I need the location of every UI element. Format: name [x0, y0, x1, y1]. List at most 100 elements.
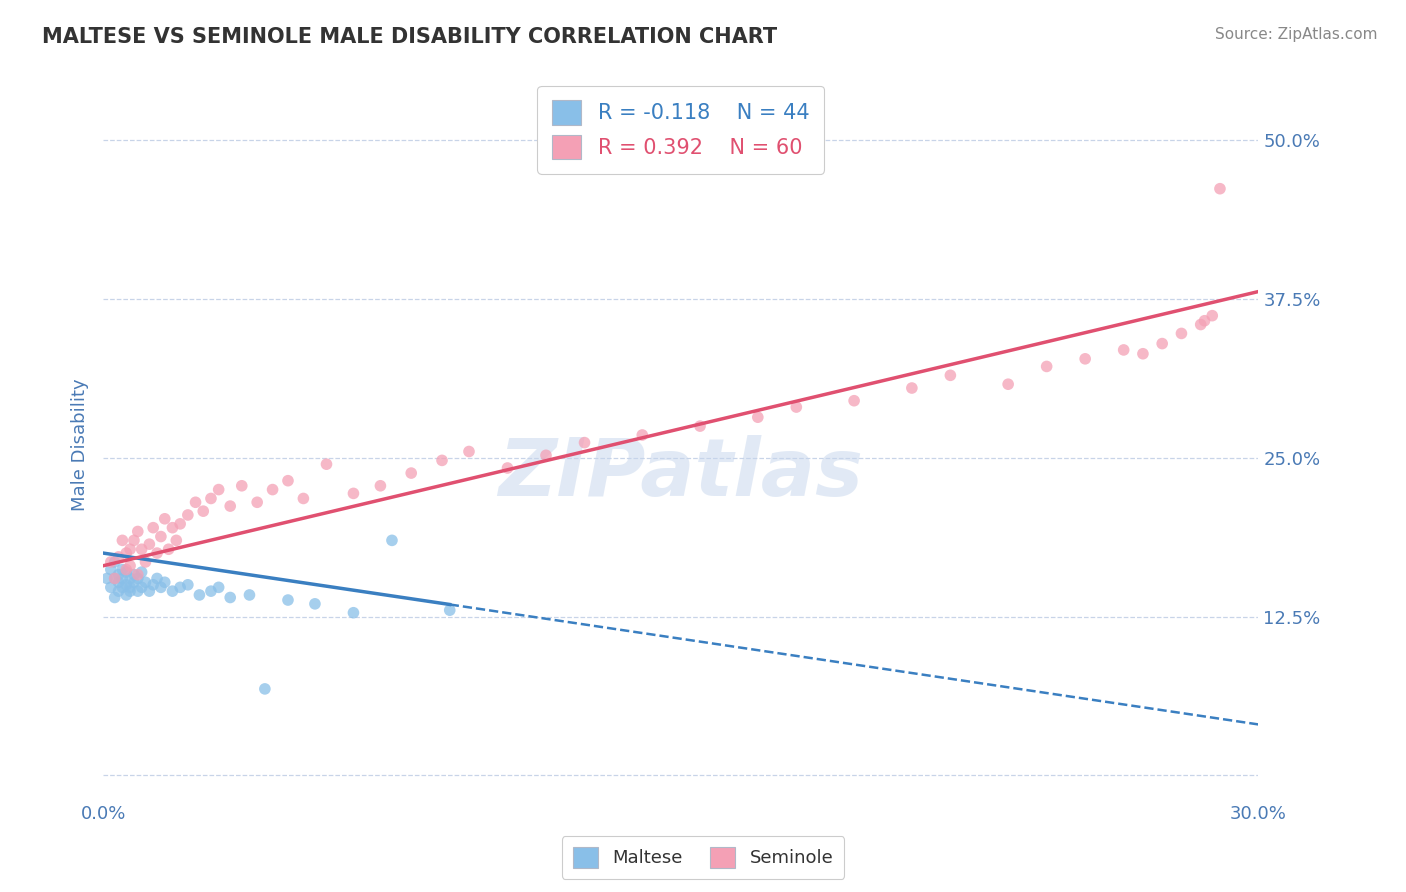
- Point: [138, 584, 160, 599]
- Point: [120, 580, 142, 594]
- Point: [115, 578, 138, 592]
- Point: [162, 584, 184, 599]
- Point: [342, 606, 364, 620]
- Point: [146, 571, 169, 585]
- Point: [134, 575, 156, 590]
- Point: [901, 381, 924, 395]
- Point: [689, 419, 711, 434]
- Point: [127, 524, 149, 539]
- Point: [1170, 326, 1192, 341]
- Point: [208, 580, 231, 594]
- Point: [1035, 359, 1057, 374]
- Point: [370, 479, 392, 493]
- Point: [184, 495, 207, 509]
- Point: [169, 516, 191, 531]
- Point: [104, 571, 127, 585]
- Point: [238, 588, 260, 602]
- Point: [246, 495, 269, 509]
- Point: [153, 512, 176, 526]
- Point: [1201, 309, 1223, 323]
- Point: [177, 508, 200, 522]
- Point: [785, 400, 807, 414]
- Point: [115, 565, 138, 579]
- Point: [939, 368, 962, 383]
- Point: [115, 563, 138, 577]
- Point: [231, 479, 253, 493]
- Point: [1074, 351, 1097, 366]
- Point: [131, 565, 153, 579]
- Point: [188, 588, 211, 602]
- Point: [127, 584, 149, 599]
- Point: [107, 549, 129, 564]
- Point: [439, 603, 461, 617]
- Point: [153, 575, 176, 590]
- Point: [111, 533, 134, 548]
- Point: [219, 591, 242, 605]
- Point: [131, 580, 153, 594]
- Point: [842, 393, 865, 408]
- Point: [131, 542, 153, 557]
- Point: [127, 567, 149, 582]
- Point: [122, 533, 145, 548]
- Point: [262, 483, 284, 497]
- Point: [342, 486, 364, 500]
- Point: [120, 584, 142, 599]
- Point: [177, 578, 200, 592]
- Point: [134, 555, 156, 569]
- Point: [138, 537, 160, 551]
- Point: [747, 410, 769, 425]
- Point: [120, 571, 142, 585]
- Text: MALTESE VS SEMINOLE MALE DISABILITY CORRELATION CHART: MALTESE VS SEMINOLE MALE DISABILITY CORR…: [42, 27, 778, 46]
- Point: [1112, 343, 1135, 357]
- Point: [149, 530, 172, 544]
- Point: [381, 533, 404, 548]
- Point: [292, 491, 315, 506]
- Text: Source: ZipAtlas.com: Source: ZipAtlas.com: [1215, 27, 1378, 42]
- Point: [169, 580, 191, 594]
- Point: [115, 588, 138, 602]
- Point: [208, 483, 231, 497]
- Point: [107, 567, 129, 582]
- Point: [430, 453, 453, 467]
- Point: [146, 546, 169, 560]
- Point: [219, 499, 242, 513]
- Point: [100, 563, 122, 577]
- Point: [122, 575, 145, 590]
- Point: [104, 571, 127, 585]
- Point: [1132, 347, 1154, 361]
- Point: [165, 533, 187, 548]
- Point: [107, 584, 129, 599]
- Point: [100, 580, 122, 594]
- Legend: R = -0.118    N = 44, R = 0.392    N = 60: R = -0.118 N = 44, R = 0.392 N = 60: [537, 86, 824, 174]
- Point: [200, 584, 222, 599]
- Point: [122, 567, 145, 582]
- Point: [200, 491, 222, 506]
- Point: [277, 474, 299, 488]
- Point: [399, 466, 422, 480]
- Point: [111, 563, 134, 577]
- Point: [496, 461, 519, 475]
- Point: [111, 580, 134, 594]
- Point: [100, 555, 122, 569]
- Point: [96, 571, 118, 585]
- Point: [534, 448, 557, 462]
- Point: [304, 597, 326, 611]
- Point: [115, 546, 138, 560]
- Point: [193, 504, 215, 518]
- Point: [120, 542, 142, 557]
- Point: [142, 521, 165, 535]
- Point: [104, 591, 127, 605]
- Point: [1189, 318, 1212, 332]
- Point: [111, 571, 134, 585]
- Y-axis label: Male Disability: Male Disability: [72, 379, 89, 511]
- Point: [315, 457, 337, 471]
- Point: [1194, 314, 1216, 328]
- Point: [277, 593, 299, 607]
- Text: ZIPatlas: ZIPatlas: [498, 434, 863, 513]
- Point: [162, 521, 184, 535]
- Point: [104, 555, 127, 569]
- Point: [1209, 182, 1232, 196]
- Point: [120, 558, 142, 573]
- Legend: Maltese, Seminole: Maltese, Seminole: [562, 836, 844, 879]
- Point: [631, 428, 654, 442]
